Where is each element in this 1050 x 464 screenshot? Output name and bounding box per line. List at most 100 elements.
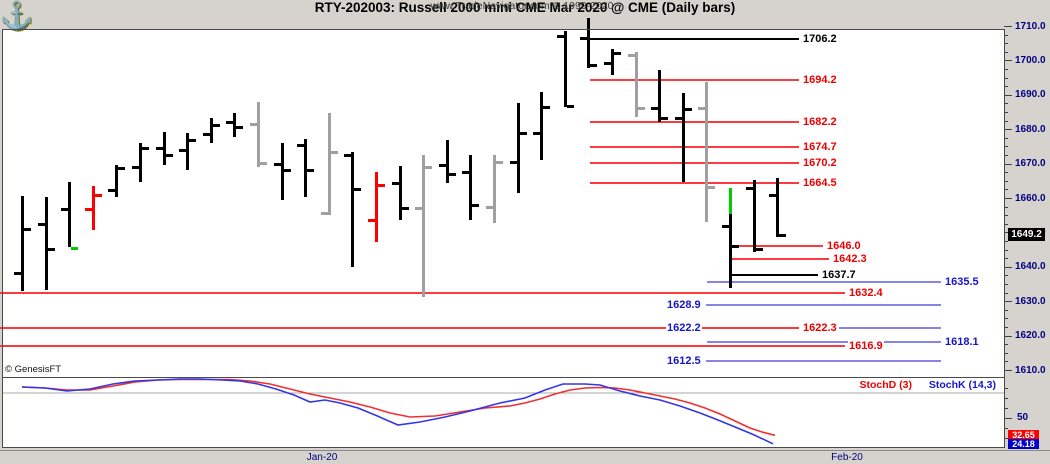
price-level-label: 1612.5 — [666, 355, 702, 368]
ohlc-open-tick — [698, 106, 706, 110]
stochk-line — [21, 378, 774, 445]
ohlc-bar — [398, 166, 402, 220]
price-tick-label: 1710.0 — [1015, 20, 1046, 32]
price-level-label: 1646.0 — [826, 240, 862, 253]
price-level-label: 1706.2 — [802, 33, 838, 46]
price-tick — [1004, 284, 1008, 285]
price-tick — [1004, 155, 1008, 156]
price-level-line — [590, 181, 799, 184]
ohlc-bar — [611, 49, 614, 75]
time-axis-label: Feb-20 — [831, 452, 863, 463]
ohlc-bar — [540, 92, 544, 161]
ohlc-bar — [658, 70, 662, 122]
ohlc-open-tick — [509, 160, 517, 164]
ohlc-bar — [162, 131, 166, 165]
ohlc-close-tick — [661, 116, 669, 120]
ohlc-open-tick — [722, 224, 729, 228]
price-level-line — [730, 273, 818, 276]
ohlc-close-tick — [189, 138, 197, 142]
genesis-copyright: © GenesisFT — [5, 364, 62, 375]
price-tick — [1004, 344, 1008, 346]
price-level-line — [590, 79, 799, 82]
ohlc-close-tick — [236, 126, 244, 130]
price-tick — [1004, 34, 1008, 36]
price-level-line — [0, 345, 845, 348]
ohlc-bar — [186, 132, 190, 171]
ohlc-bar — [422, 155, 426, 298]
legend-stochd[interactable]: StochD (3) — [859, 379, 912, 391]
ohlc-close-tick — [118, 167, 126, 171]
price-tick — [1004, 180, 1008, 182]
price-tick — [1004, 223, 1008, 225]
price-tick — [1004, 69, 1008, 70]
price-tick — [1004, 112, 1008, 113]
ohlc-bar — [681, 93, 685, 182]
ohlc-open-tick — [37, 223, 45, 227]
price-level-label: 1632.4 — [848, 286, 884, 299]
stochd-value-badge: 32.65 — [1008, 430, 1039, 440]
ohlc-close-tick — [307, 169, 315, 173]
ohlc-open-tick — [297, 144, 305, 148]
price-tick — [1004, 292, 1008, 294]
price-level-line — [706, 303, 941, 306]
price-tick — [1004, 51, 1008, 53]
price-level-line — [730, 257, 829, 260]
ohlc-open-tick — [320, 212, 328, 216]
ohlc-close-tick — [708, 185, 716, 189]
ohlc-open-tick — [61, 208, 69, 211]
ohlc-close-tick — [378, 183, 385, 187]
ohlc-bar — [304, 138, 308, 197]
ohlc-close-tick — [543, 105, 551, 109]
price-level-label: 1618.1 — [944, 336, 980, 349]
price-level-label: 1628.9 — [666, 298, 702, 311]
ohlc-close-tick — [354, 188, 362, 192]
ohlc-bar — [729, 214, 732, 289]
indicator-tick — [1004, 438, 1008, 439]
price-tick — [1004, 258, 1008, 260]
price-level-line — [590, 120, 799, 123]
price-tick — [1004, 189, 1008, 191]
ohlc-close-tick — [260, 161, 267, 165]
price-level-line — [707, 281, 941, 284]
ohlc-bar — [776, 178, 780, 237]
ohlc-bar — [280, 142, 284, 201]
legend-stochk[interactable]: StochK (14,3) — [928, 379, 996, 391]
price-level-label: 1616.9 — [848, 340, 884, 353]
price-tick — [1004, 137, 1008, 139]
ohlc-bar — [44, 196, 48, 290]
ohlc-bar — [375, 171, 378, 243]
price-tick — [1004, 361, 1008, 363]
ohlc-open-tick — [273, 162, 281, 166]
price-tick — [1004, 335, 1012, 337]
price-tick — [1004, 77, 1008, 79]
ohlc-close-tick — [779, 234, 787, 238]
ohlc-open-tick — [344, 154, 352, 157]
ohlc-close-tick — [330, 151, 338, 155]
ohlc-open-tick — [556, 34, 564, 38]
time-axis[interactable]: Jan-20 Feb-20 — [0, 450, 1050, 464]
ohlc-open-tick — [438, 163, 446, 167]
indicator-tick — [1004, 408, 1008, 409]
ohlc-open-tick — [627, 54, 635, 58]
price-chart-plot-area[interactable] — [2, 30, 1004, 377]
trade-navigator-anchor-logo-icon: ⚓ — [0, 1, 34, 31]
price-level-label: 1694.2 — [802, 74, 838, 87]
ohlc-open-tick — [769, 193, 777, 197]
price-level-line — [730, 245, 823, 248]
price-tick — [1004, 103, 1008, 105]
indicator-tick — [1004, 388, 1008, 389]
ohlc-close-tick — [94, 193, 102, 197]
price-tick — [1004, 198, 1012, 199]
price-axis-border[interactable] — [1004, 29, 1005, 448]
ohlc-open-tick — [415, 206, 423, 210]
stochk-value-badge: 24.18 — [1008, 439, 1039, 449]
ohlc-bar — [115, 164, 119, 197]
chart-left-border — [2, 29, 3, 448]
ohlc-close-tick — [684, 107, 692, 111]
ohlc-bar — [233, 113, 237, 138]
ohlc-open-tick — [202, 133, 210, 137]
stochd-line — [21, 378, 776, 437]
price-tick-label: 1610.0 — [1015, 364, 1046, 376]
ohlc-bar — [493, 155, 496, 224]
